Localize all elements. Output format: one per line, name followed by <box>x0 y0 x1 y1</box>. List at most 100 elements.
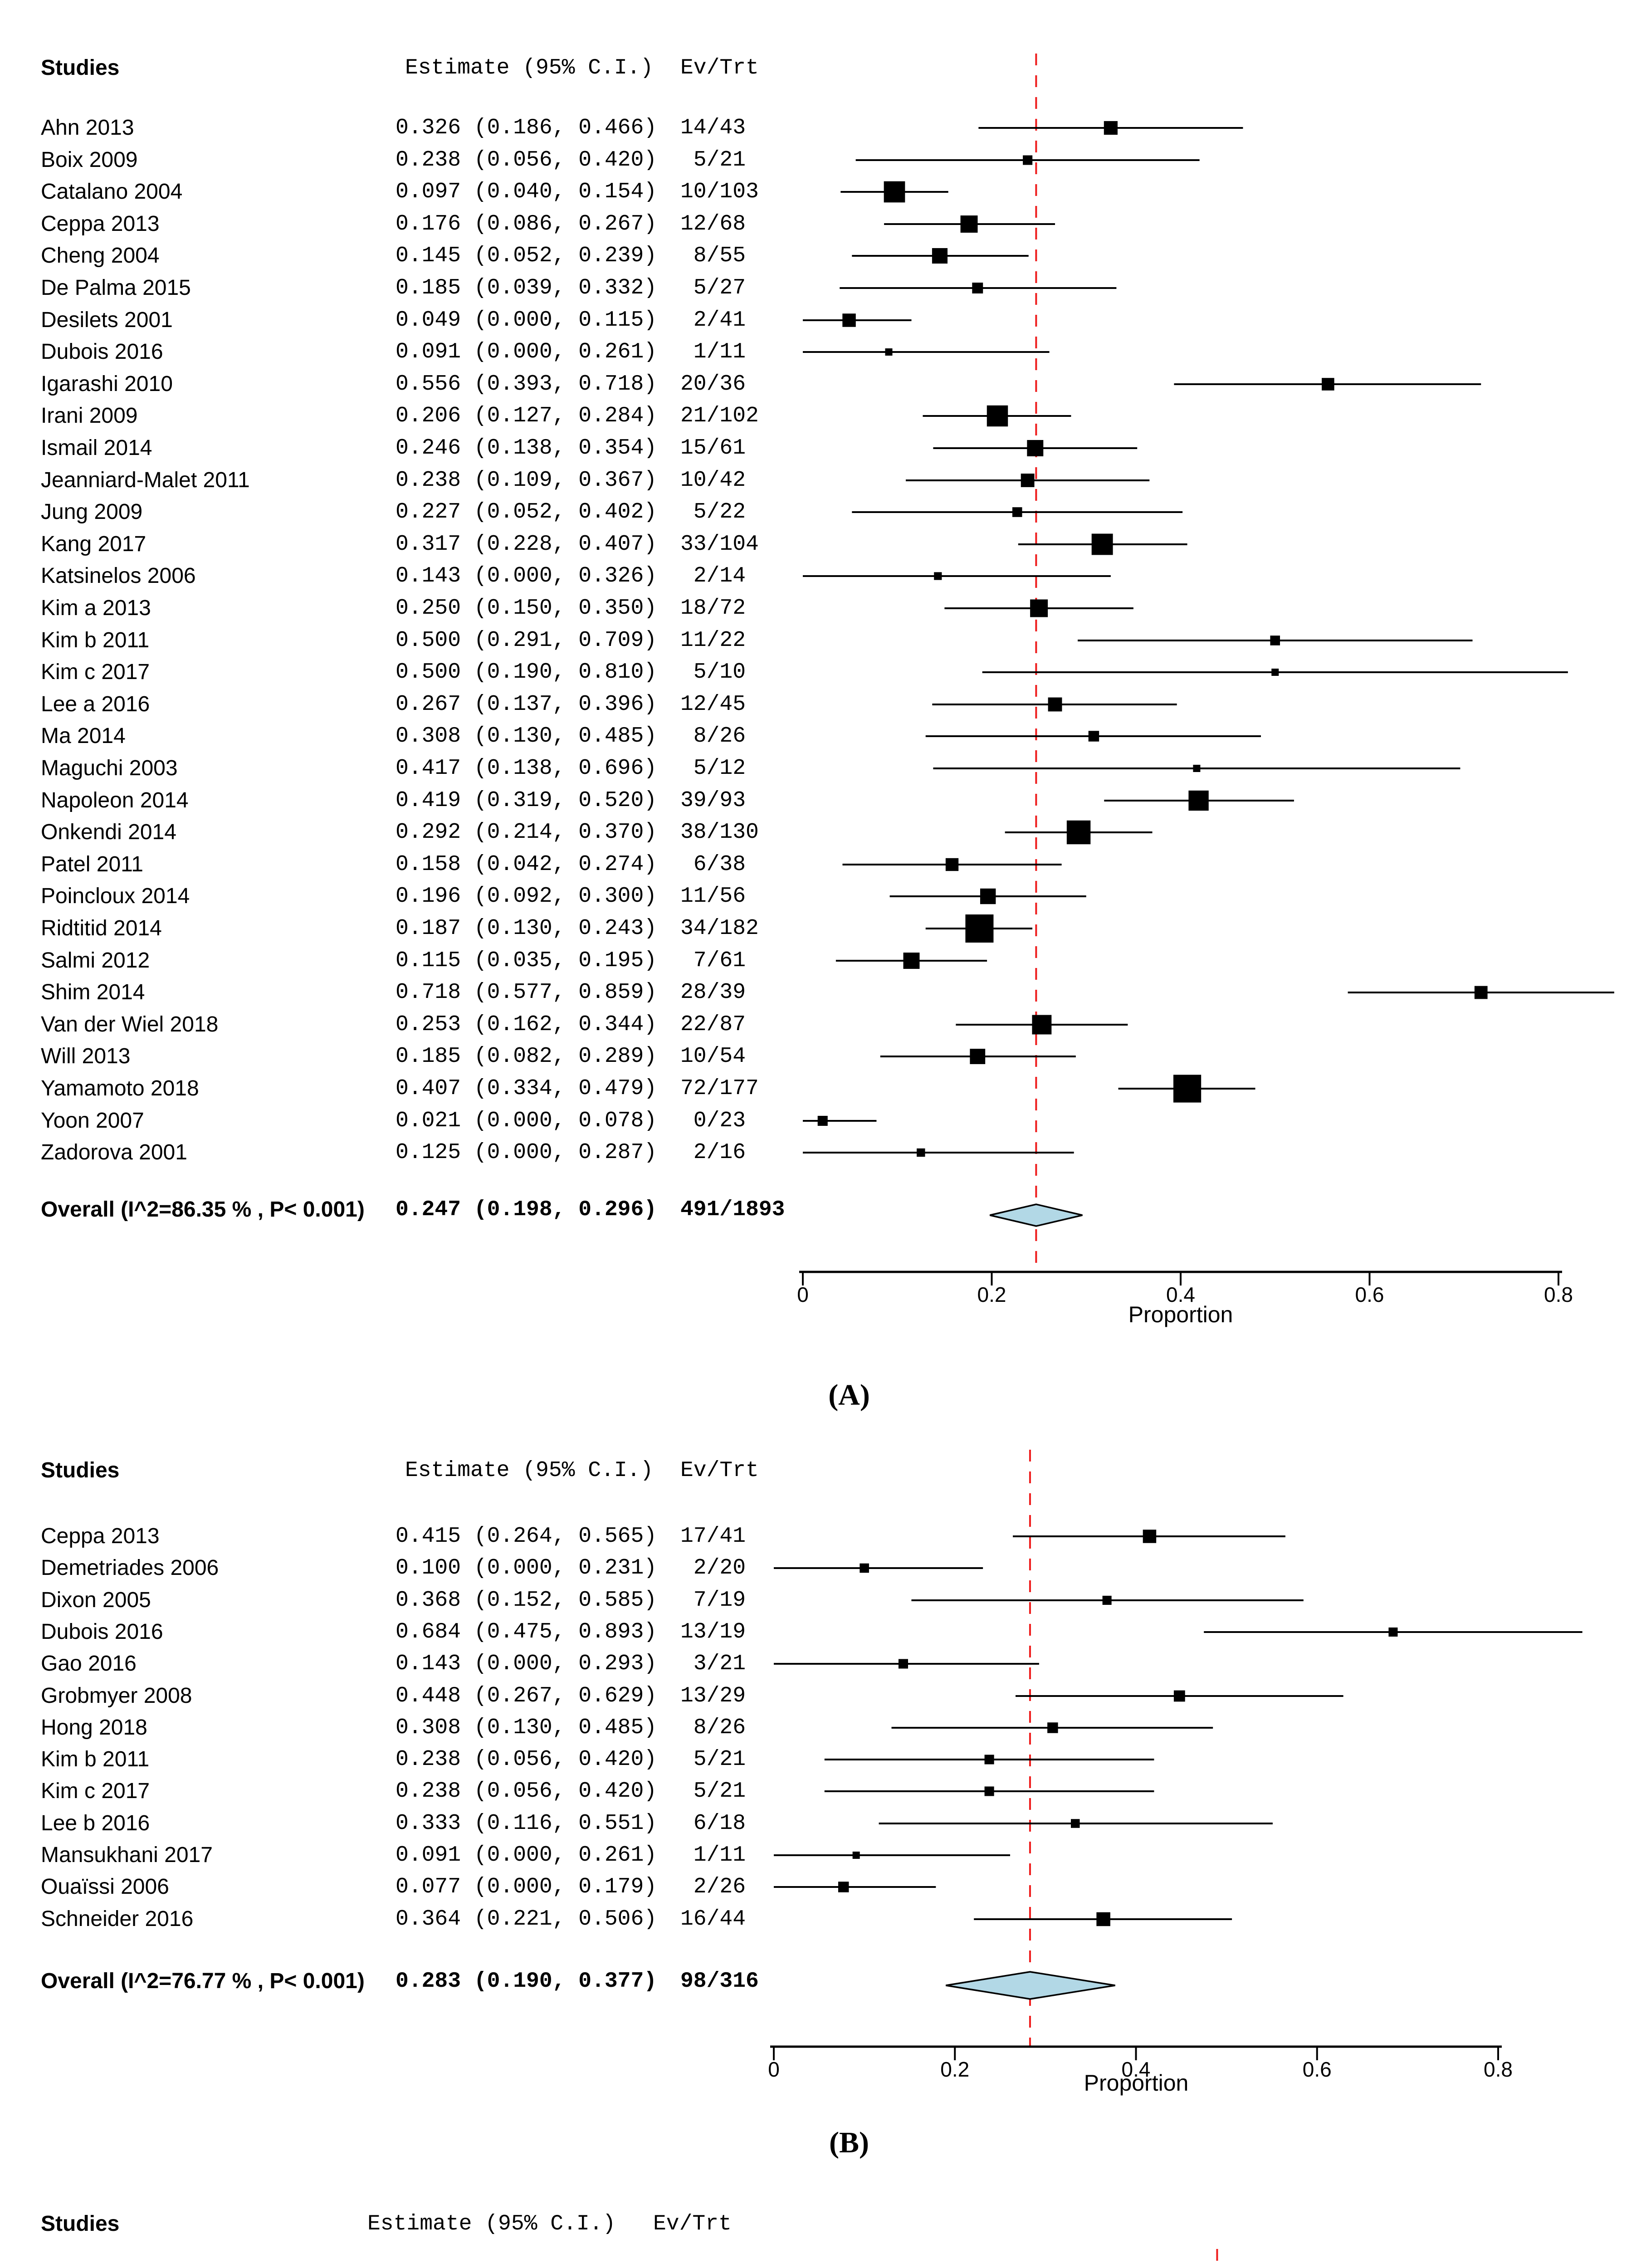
study-evtrt: 12/45 <box>680 692 746 717</box>
study-estimate: 0.718 (0.577, 0.859) <box>396 980 657 1005</box>
effect-square <box>1102 1595 1112 1605</box>
study-estimate: 0.185 (0.039, 0.332) <box>396 276 657 300</box>
study-row-name: Ridtitid 2014 <box>41 916 162 940</box>
effect-square <box>1012 507 1022 517</box>
study-estimate: 0.238 (0.109, 0.367) <box>396 468 657 493</box>
study-estimate: 0.267 (0.137, 0.396) <box>396 692 657 717</box>
study-evtrt: 10/103 <box>680 180 759 204</box>
study-estimate: 0.292 (0.214, 0.370) <box>396 820 657 845</box>
study-estimate: 0.125 (0.000, 0.287) <box>396 1140 657 1165</box>
study-evtrt: 11/56 <box>680 884 746 909</box>
study-row-name: Jung 2009 <box>41 500 143 524</box>
study-estimate: 0.143 (0.000, 0.326) <box>396 564 657 588</box>
effect-square <box>1023 155 1033 165</box>
effect-square <box>1070 1819 1080 1828</box>
axis-tick-label: 0.2 <box>977 1283 1006 1306</box>
effect-square <box>885 348 893 356</box>
study-evtrt: 33/104 <box>680 532 759 557</box>
effect-square <box>1030 599 1048 617</box>
study-row-name: Zadorova 2001 <box>41 1140 187 1164</box>
study-estimate: 0.326 (0.186, 0.466) <box>396 116 657 140</box>
axis-tick-label: 0 <box>768 2058 780 2081</box>
effect-square <box>1322 378 1334 391</box>
panel-b-overall-label: Overall (I^2=76.77 % , P< 0.001) <box>41 1969 365 1993</box>
study-row-name: Boix 2009 <box>41 148 138 172</box>
panel-b-axis-title: Proportion <box>1084 2070 1189 2096</box>
effect-square <box>945 858 959 871</box>
effect-square <box>917 1148 925 1157</box>
study-row-name: Kim a 2013 <box>41 596 151 620</box>
study-row-name: De Palma 2015 <box>41 276 191 300</box>
study-evtrt: 1/11 <box>680 1843 746 1867</box>
panel-a-header-studies: Studies <box>41 56 120 80</box>
effect-square <box>965 914 994 943</box>
effect-square <box>1088 731 1099 742</box>
study-estimate: 0.364 (0.221, 0.506) <box>396 1907 657 1931</box>
panel-b-caption: (B) <box>829 2126 869 2159</box>
study-row-name: Ouaïssi 2006 <box>41 1875 169 1899</box>
study-evtrt: 20/36 <box>680 372 746 396</box>
study-estimate: 0.158 (0.042, 0.274) <box>396 852 657 877</box>
panel-a-overall-evtrt: 491/1893 <box>680 1198 785 1222</box>
study-row-name: Dixon 2005 <box>41 1588 151 1612</box>
effect-square <box>1271 669 1279 676</box>
axis-tick-label: 0 <box>797 1283 809 1306</box>
study-row-name: Kim c 2017 <box>41 1779 150 1803</box>
panel-c-header-evtrt: Ev/Trt <box>653 2212 732 2236</box>
effect-square <box>1047 1722 1058 1733</box>
study-row-name: Kim b 2011 <box>41 628 150 652</box>
study-estimate: 0.021 (0.000, 0.078) <box>396 1109 657 1133</box>
study-estimate: 0.415 (0.264, 0.565) <box>396 1524 657 1549</box>
study-row-name: Irani 2009 <box>41 404 138 428</box>
effect-square <box>842 313 856 327</box>
effect-square <box>884 181 905 203</box>
effect-square <box>860 1563 869 1573</box>
axis-tick-label: 0.6 <box>1355 1283 1384 1306</box>
study-estimate: 0.417 (0.138, 0.696) <box>396 756 657 781</box>
effect-square <box>1474 986 1488 999</box>
study-evtrt: 28/39 <box>680 980 746 1005</box>
panel-b-overall-estimate: 0.283 (0.190, 0.377) <box>396 1969 657 1994</box>
study-estimate: 0.143 (0.000, 0.293) <box>396 1652 657 1676</box>
axis-tick-label: 0.6 <box>1302 2058 1332 2081</box>
study-row-name: Dubois 2016 <box>41 1620 163 1644</box>
study-row-name: Katsinelos 2006 <box>41 564 196 588</box>
study-evtrt: 10/54 <box>680 1044 746 1069</box>
study-row-name: Kim c 2017 <box>41 660 150 684</box>
effect-square <box>1096 1912 1110 1926</box>
panel-c-header-estimate: Estimate (95% C.I.) <box>367 2212 616 2236</box>
effect-square <box>1091 533 1113 555</box>
study-estimate: 0.368 (0.152, 0.585) <box>396 1588 657 1613</box>
study-evtrt: 5/10 <box>680 660 746 684</box>
study-estimate: 0.419 (0.319, 0.520) <box>396 788 657 813</box>
study-row-name: Demetriades 2006 <box>41 1556 219 1580</box>
study-row-name: Kim b 2011 <box>41 1747 150 1771</box>
study-estimate: 0.227 (0.052, 0.402) <box>396 500 657 524</box>
effect-square <box>984 1786 994 1796</box>
effect-square <box>1188 790 1209 811</box>
study-row-name: Maguchi 2003 <box>41 756 178 780</box>
study-estimate: 0.077 (0.000, 0.179) <box>396 1875 657 1899</box>
study-row-name: Ismail 2014 <box>41 436 152 460</box>
study-evtrt: 5/21 <box>680 1747 746 1772</box>
study-row-name: Patel 2011 <box>41 852 143 876</box>
study-estimate: 0.100 (0.000, 0.231) <box>396 1556 657 1580</box>
axis-tick-label: 0.4 <box>1166 1283 1195 1306</box>
study-evtrt: 34/182 <box>680 916 759 941</box>
study-row-name: Hong 2018 <box>41 1716 147 1740</box>
study-evtrt: 14/43 <box>680 116 746 140</box>
effect-square <box>1143 1530 1157 1543</box>
panel-a-axis-title: Proportion <box>1128 1302 1233 1327</box>
study-row-name: Desilets 2001 <box>41 308 173 332</box>
effect-square <box>1173 1075 1202 1103</box>
study-row-name: Jeanniard-Malet 2011 <box>41 468 250 492</box>
study-evtrt: 5/27 <box>680 276 746 300</box>
study-estimate: 0.253 (0.162, 0.344) <box>396 1012 657 1037</box>
effect-square <box>1193 765 1201 772</box>
study-estimate: 0.238 (0.056, 0.420) <box>396 1747 657 1772</box>
panel-b-overall-evtrt: 98/316 <box>680 1969 759 1994</box>
study-row-name: Salmi 2012 <box>41 948 150 973</box>
effect-square <box>970 1049 986 1064</box>
